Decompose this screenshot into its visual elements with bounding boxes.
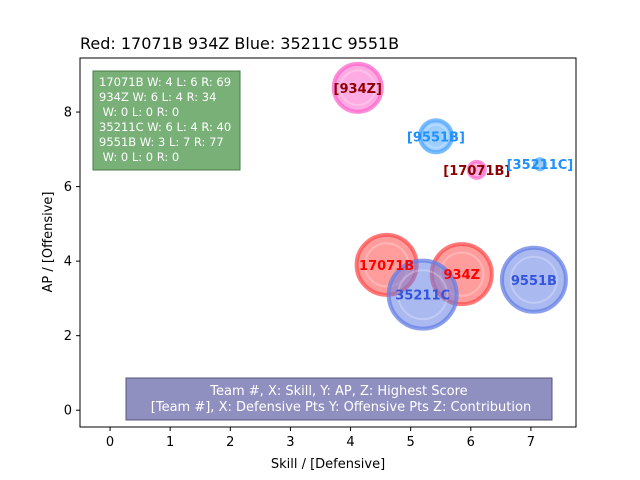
bubble-label: [35211C] <box>507 158 574 173</box>
y-tick-label: 0 <box>64 404 72 419</box>
bubble-point <box>532 157 547 172</box>
bubble-point <box>331 61 384 114</box>
bubble-label: [9551B] <box>407 130 465 145</box>
bubble-label: 35211C <box>395 289 450 304</box>
caption-line: [Team #], X: Defensive Pts Y: Offensive … <box>151 400 531 415</box>
stats-line: 35211C W: 6 L: 4 R: 40 <box>99 120 231 134</box>
stats-line: W: 0 L: 0 R: 0 <box>99 150 179 164</box>
x-tick-label: 4 <box>346 435 354 450</box>
stats-line: W: 0 L: 0 R: 0 <box>99 105 179 119</box>
bubble-label: 9551B <box>511 274 557 289</box>
bubble-point <box>466 159 487 180</box>
caption-box: Team #, X: Skill, Y: AP, Z: Highest Scor… <box>125 377 553 421</box>
chart-title: Red: 17071B 934Z Blue: 35211C 9551B <box>80 34 399 53</box>
bubble-label: [934Z] <box>334 82 382 97</box>
y-axis-label: AP / [Offensive] <box>41 191 56 292</box>
x-tick-label: 6 <box>467 435 475 450</box>
x-axis-label: Skill / [Defensive] <box>271 457 385 472</box>
bubbles-layer <box>331 61 568 331</box>
bubble-inner-ring <box>397 269 449 321</box>
x-tick-label: 3 <box>286 435 294 450</box>
x-tick-label: 1 <box>166 435 174 450</box>
x-tick-label: 2 <box>226 435 234 450</box>
y-tick-label: 2 <box>64 329 72 344</box>
x-tick-label: 0 <box>106 435 114 450</box>
bubble-inner-ring <box>470 163 484 177</box>
bubble-point <box>417 118 454 155</box>
bubble-label: [17071B] <box>443 164 510 179</box>
caption-line: Team #, X: Skill, Y: AP, Z: Highest Scor… <box>209 384 467 399</box>
x-tick-label: 5 <box>407 435 415 450</box>
stats-line: 17071B W: 4 L: 6 R: 69 <box>99 75 231 89</box>
y-axis: 0 2 4 6 8 <box>64 106 80 419</box>
bubble-inner-ring <box>535 159 545 169</box>
stats-line: 9551B W: 3 L: 7 R: 77 <box>99 135 224 149</box>
y-tick-label: 4 <box>64 255 72 270</box>
bubble-inner-ring <box>423 123 449 149</box>
bubble-inner-ring <box>339 69 377 107</box>
bubble-labels-layer: 17071B 934Z 35211C 9551B [934Z] [17071B] [9551… <box>334 82 574 304</box>
bubble-inner-ring <box>509 255 558 304</box>
bubble-label: 17071B <box>359 259 414 274</box>
y-tick-label: 6 <box>64 180 72 195</box>
caption-box-background <box>125 377 553 421</box>
x-axis: 0 1 2 3 4 5 6 7 <box>106 427 535 450</box>
y-tick-label: 8 <box>64 106 72 121</box>
stats-line: 934Z W: 6 L: 4 R: 34 <box>99 90 216 104</box>
stats-box: 17071B W: 4 L: 6 R: 69 934Z W: 6 L: 4 R:… <box>92 70 241 171</box>
bubble-point <box>499 245 568 314</box>
bubble-point <box>386 258 459 331</box>
stats-box-background <box>92 70 241 171</box>
bubble-label: 934Z <box>443 268 480 283</box>
x-tick-label: 7 <box>527 435 535 450</box>
